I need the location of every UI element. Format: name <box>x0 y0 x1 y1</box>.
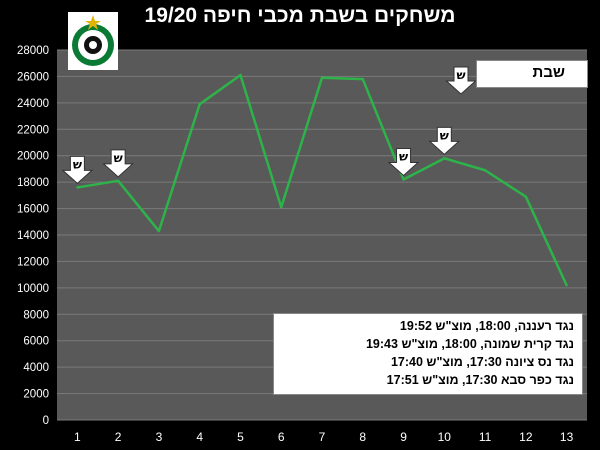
x-tick-label: 5 <box>237 430 244 444</box>
data-point <box>239 73 242 77</box>
arrow-label: ש <box>399 150 408 164</box>
y-tick-label: 20000 <box>17 151 49 163</box>
shabbat-markers: ש ש ש ש <box>61 126 461 185</box>
legend-label: שבת <box>532 64 565 81</box>
y-tick-label: 10000 <box>17 283 49 295</box>
y-tick-label: 22000 <box>17 124 49 136</box>
maccabi-haifa-logo-icon <box>72 15 114 66</box>
x-axis-ticks: 1 2 3 4 5 6 7 8 9 10 11 12 13 <box>74 430 574 444</box>
legend-arrow-marker: ש <box>445 66 477 95</box>
note-line: נגד קרית שמונה, 18:00, מוצ"ש 19:43 <box>365 337 574 351</box>
x-tick-label: 12 <box>519 430 533 444</box>
x-tick-label: 8 <box>359 430 366 444</box>
arrow-shape <box>445 66 477 95</box>
shabbat-arrow-marker: ש <box>387 148 420 177</box>
x-tick-label: 2 <box>115 430 122 444</box>
data-point <box>443 157 446 160</box>
shabbat-arrow-marker: ש <box>428 126 461 156</box>
x-tick-label: 11 <box>479 430 492 444</box>
data-point <box>320 76 324 79</box>
data-point <box>524 195 528 198</box>
data-point <box>280 206 283 209</box>
x-tick-label: 10 <box>438 430 452 444</box>
y-tick-label: 8000 <box>23 309 49 321</box>
note-line: נגד נס ציונה 17:30, מוצ"ש 17:40 <box>390 355 574 369</box>
y-tick-label: 6000 <box>23 336 49 348</box>
y-tick-label: 0 <box>43 415 49 427</box>
x-tick-label: 6 <box>278 430 285 444</box>
data-point <box>198 102 201 106</box>
arrow-label: ש <box>440 128 449 142</box>
notes-box: נגד רעננה, 18:00, מוצ"ש 19:52 נגד קרית ש… <box>273 313 583 395</box>
arrow-shape <box>102 149 134 178</box>
x-tick-label: 3 <box>156 430 163 444</box>
data-point <box>157 229 161 233</box>
data-point <box>116 179 120 183</box>
x-tick-label: 4 <box>196 430 203 444</box>
arrow-label: ש <box>456 68 465 82</box>
y-tick-label: 24000 <box>17 98 49 110</box>
data-series <box>76 73 568 287</box>
y-tick-label: 16000 <box>17 204 49 216</box>
y-tick-label: 4000 <box>23 362 49 374</box>
y-tick-label: 2000 <box>23 389 49 401</box>
note-line: נגד רעננה, 18:00, מוצ"ש 19:52 <box>399 319 574 333</box>
y-tick-label: 12000 <box>17 256 49 268</box>
shabbat-arrow-marker: ש <box>102 149 134 178</box>
arrow-shape <box>428 126 461 156</box>
arrow-shape <box>61 155 94 185</box>
y-tick-label: 26000 <box>17 71 49 83</box>
arrow-label: ש <box>73 157 82 171</box>
x-tick-label: 7 <box>319 430 326 444</box>
y-axis-ticks: 0 2000 4000 6000 8000 10000 12000 14000 16000 180… <box>17 45 49 427</box>
x-tick-label: 13 <box>560 430 574 444</box>
data-point <box>565 284 568 287</box>
data-point <box>483 169 487 172</box>
y-tick-label: 28000 <box>17 45 49 57</box>
arrow-shape <box>387 148 420 177</box>
note-line: נגד כפר סבא 17:30, מוצ"ש 17:51 <box>386 373 574 387</box>
x-tick-label: 9 <box>400 430 407 444</box>
y-tick-label: 18000 <box>17 177 49 189</box>
legend: שבת <box>476 60 588 88</box>
x-tick-label: 1 <box>74 430 81 444</box>
arrow-label: ש <box>114 151 123 165</box>
team-logo <box>68 12 118 70</box>
chart-title: משחקים בשבת מכבי חיפה 19/20 <box>144 4 456 27</box>
shabbat-arrow-marker: ש <box>61 155 94 185</box>
y-tick-label: 14000 <box>17 230 49 242</box>
data-point <box>361 77 364 81</box>
data-point <box>402 178 405 181</box>
data-point <box>76 186 79 189</box>
